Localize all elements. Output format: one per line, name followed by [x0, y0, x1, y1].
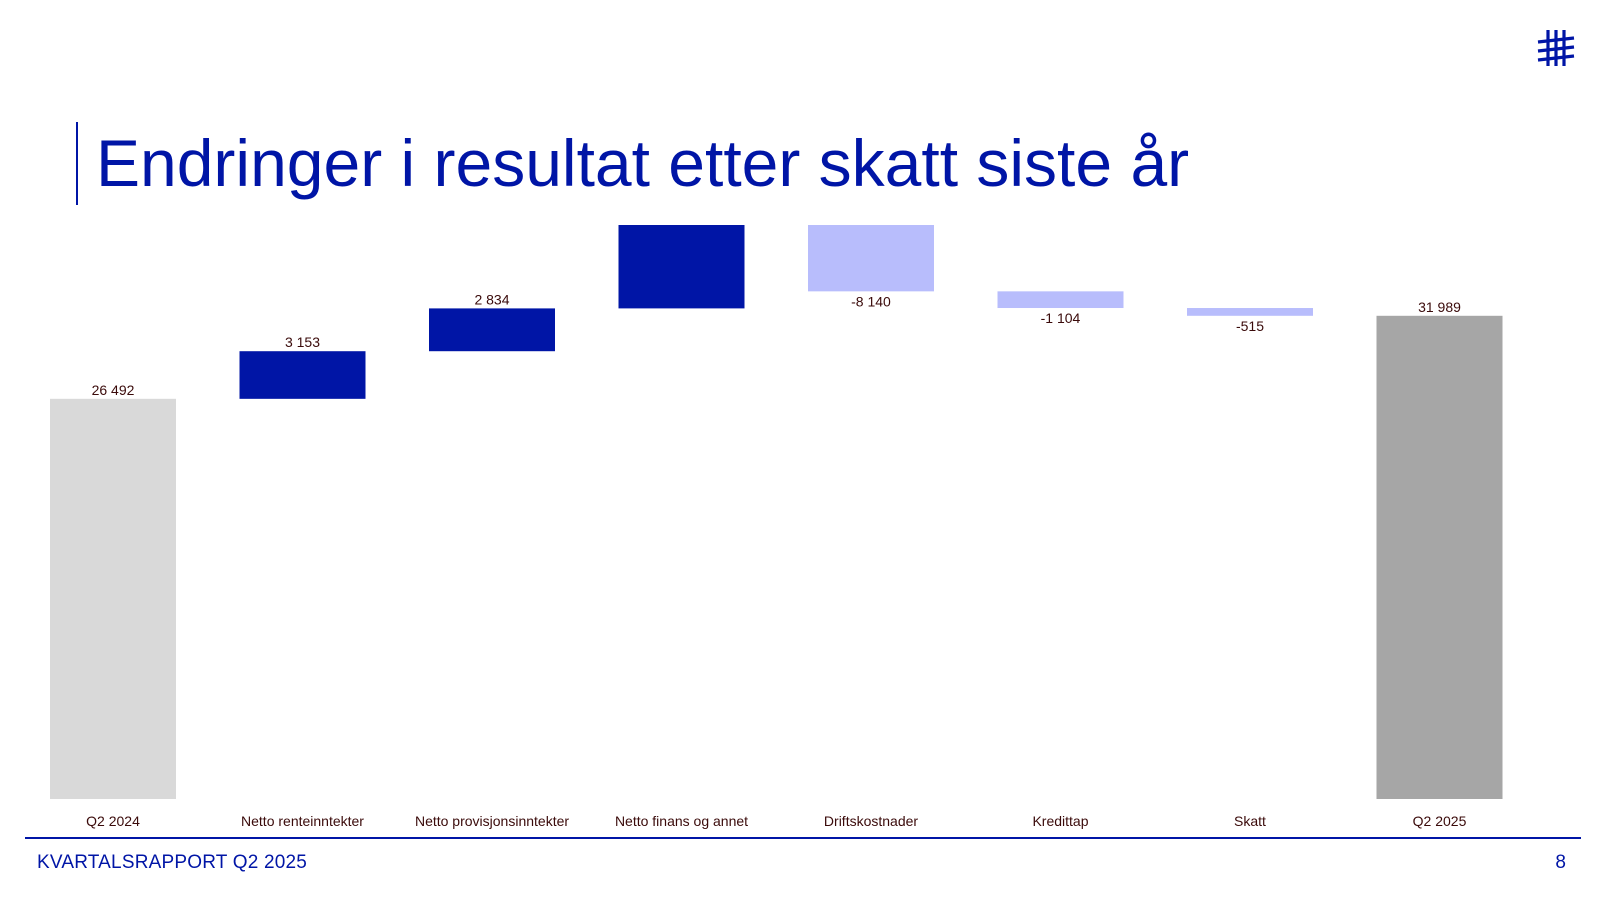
bar-3 [618, 225, 745, 309]
bar-0 [50, 398, 176, 799]
category-label-5: Kredittap [1032, 813, 1088, 829]
category-label-2: Netto provisjonsinntekter [415, 813, 569, 829]
category-label-3: Netto finans og annet [615, 813, 748, 829]
page-number: 8 [1555, 852, 1566, 873]
data-label-0: 26 492 [92, 382, 135, 398]
category-label-1: Netto renteinntekter [241, 813, 364, 829]
data-label-1: 3 153 [285, 334, 320, 350]
data-label-2: 2 834 [474, 291, 509, 307]
footer-divider [25, 837, 1581, 839]
bar-2 [429, 308, 555, 352]
bar-7 [1376, 315, 1503, 799]
data-label-4: -8 140 [851, 293, 891, 309]
bank-logo-icon [1537, 30, 1575, 66]
bar-5 [997, 291, 1124, 309]
title-accent-bar [76, 122, 78, 205]
waterfall-chart: 26 492 Q2 2024 3 153 Netto renteinntekter 2 … [50, 225, 1503, 829]
bar-6 [1187, 308, 1313, 316]
bar-4 [808, 225, 934, 292]
category-label-7: Q2 2025 [1413, 813, 1467, 829]
category-label-0: Q2 2024 [86, 813, 140, 829]
data-label-6: -515 [1236, 318, 1264, 334]
category-label-4: Driftskostnader [824, 813, 918, 829]
footer-report-label: KVARTALSRAPPORT Q2 2025 [37, 852, 308, 873]
page-title: Endringer i resultat etter skatt siste å… [96, 126, 1190, 200]
bar-1 [239, 351, 366, 399]
data-label-7: 31 989 [1418, 299, 1461, 315]
data-label-5: -1 104 [1041, 310, 1081, 326]
category-label-6: Skatt [1234, 813, 1266, 829]
